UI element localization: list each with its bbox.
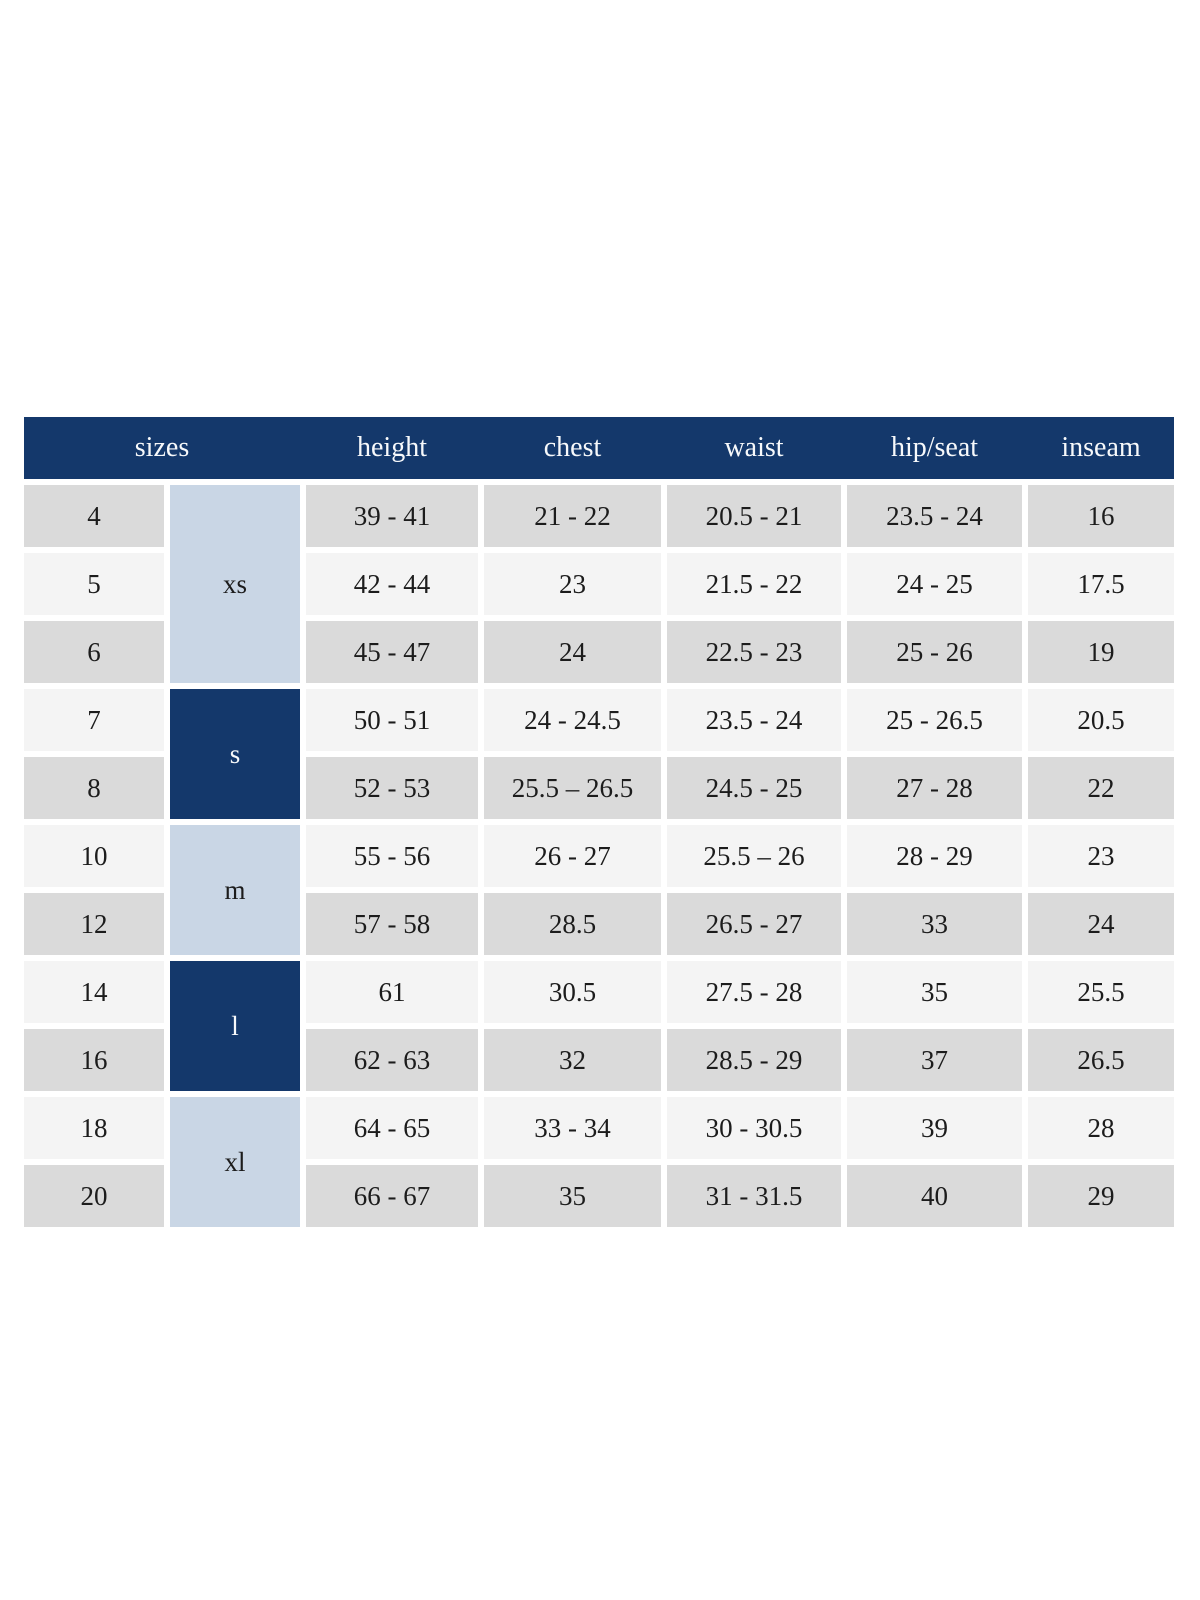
chest-cell: 24 <box>484 621 661 683</box>
inseam-cell: 19 <box>1028 621 1174 683</box>
column-header-sizes: sizes <box>134 432 190 463</box>
size-cell: 16 <box>24 1029 164 1091</box>
column-header-hip-seat: hip/seat <box>890 432 979 463</box>
size-group-cell-xs: xs <box>170 485 300 683</box>
chest-cell: 21 - 22 <box>484 485 661 547</box>
hip-seat-cell: 23.5 - 24 <box>847 485 1022 547</box>
size-group-cell-m: m <box>170 825 300 955</box>
hip-seat-cell: 25 - 26 <box>847 621 1022 683</box>
waist-cell: 22.5 - 23 <box>667 621 841 683</box>
hip-seat-cell: 24 - 25 <box>847 553 1022 615</box>
chest-cell: 24 - 24.5 <box>484 689 661 751</box>
inseam-cell: 22 <box>1028 757 1174 819</box>
inseam-cell: 17.5 <box>1028 553 1174 615</box>
inseam-cell: 23 <box>1028 825 1174 887</box>
height-cell: 42 - 44 <box>306 553 478 615</box>
inseam-cell: 28 <box>1028 1097 1174 1159</box>
height-cell: 39 - 41 <box>306 485 478 547</box>
waist-cell: 31 - 31.5 <box>667 1165 841 1227</box>
height-cell: 52 - 53 <box>306 757 478 819</box>
hip-seat-cell: 25 - 26.5 <box>847 689 1022 751</box>
height-cell: 62 - 63 <box>306 1029 478 1091</box>
table-header: sizes height chest waist hip/seat inseam <box>24 417 1174 479</box>
waist-cell: 25.5 – 26 <box>667 825 841 887</box>
size-group-cell-l: l <box>170 961 300 1091</box>
chest-cell: 33 - 34 <box>484 1097 661 1159</box>
waist-cell: 24.5 - 25 <box>667 757 841 819</box>
inseam-cell: 29 <box>1028 1165 1174 1227</box>
height-cell: 50 - 51 <box>306 689 478 751</box>
size-cell: 8 <box>24 757 164 819</box>
size-cell: 12 <box>24 893 164 955</box>
inseam-cell: 16 <box>1028 485 1174 547</box>
size-group-cell-s: s <box>170 689 300 819</box>
table-body: 4 39 - 41 21 - 22 20.5 - 21 23.5 - 24 16 5 42 -… <box>24 485 1174 1227</box>
hip-seat-cell: 27 - 28 <box>847 757 1022 819</box>
size-cell: 5 <box>24 553 164 615</box>
inseam-cell: 20.5 <box>1028 689 1174 751</box>
waist-cell: 20.5 - 21 <box>667 485 841 547</box>
size-cell: 7 <box>24 689 164 751</box>
chest-cell: 26 - 27 <box>484 825 661 887</box>
hip-seat-cell: 39 <box>847 1097 1022 1159</box>
size-cell: 4 <box>24 485 164 547</box>
waist-cell: 26.5 - 27 <box>667 893 841 955</box>
column-header-height: height <box>357 432 427 463</box>
height-cell: 57 - 58 <box>306 893 478 955</box>
hip-seat-cell: 35 <box>847 961 1022 1023</box>
hip-seat-cell: 33 <box>847 893 1022 955</box>
hip-seat-cell: 37 <box>847 1029 1022 1091</box>
column-header-chest: chest <box>543 432 602 463</box>
inseam-cell: 24 <box>1028 893 1174 955</box>
size-chart-table: sizes height chest waist hip/seat inseam… <box>24 417 1174 1227</box>
waist-cell: 30 - 30.5 <box>667 1097 841 1159</box>
waist-cell: 21.5 - 22 <box>667 553 841 615</box>
size-group-cell-xl: xl <box>170 1097 300 1227</box>
inseam-cell: 26.5 <box>1028 1029 1174 1091</box>
height-cell: 61 <box>306 961 478 1023</box>
waist-cell: 28.5 - 29 <box>667 1029 841 1091</box>
size-cell: 14 <box>24 961 164 1023</box>
height-cell: 64 - 65 <box>306 1097 478 1159</box>
column-header-waist: waist <box>724 432 784 463</box>
waist-cell: 23.5 - 24 <box>667 689 841 751</box>
chest-cell: 32 <box>484 1029 661 1091</box>
size-cell: 6 <box>24 621 164 683</box>
size-cell: 18 <box>24 1097 164 1159</box>
inseam-cell: 25.5 <box>1028 961 1174 1023</box>
size-cell: 10 <box>24 825 164 887</box>
chest-cell: 30.5 <box>484 961 661 1023</box>
hip-seat-cell: 28 - 29 <box>847 825 1022 887</box>
column-header-inseam: inseam <box>1061 432 1141 463</box>
waist-cell: 27.5 - 28 <box>667 961 841 1023</box>
chest-cell: 25.5 – 26.5 <box>484 757 661 819</box>
chest-cell: 28.5 <box>484 893 661 955</box>
chest-cell: 23 <box>484 553 661 615</box>
height-cell: 45 - 47 <box>306 621 478 683</box>
height-cell: 55 - 56 <box>306 825 478 887</box>
height-cell: 66 - 67 <box>306 1165 478 1227</box>
hip-seat-cell: 40 <box>847 1165 1022 1227</box>
chest-cell: 35 <box>484 1165 661 1227</box>
size-cell: 20 <box>24 1165 164 1227</box>
